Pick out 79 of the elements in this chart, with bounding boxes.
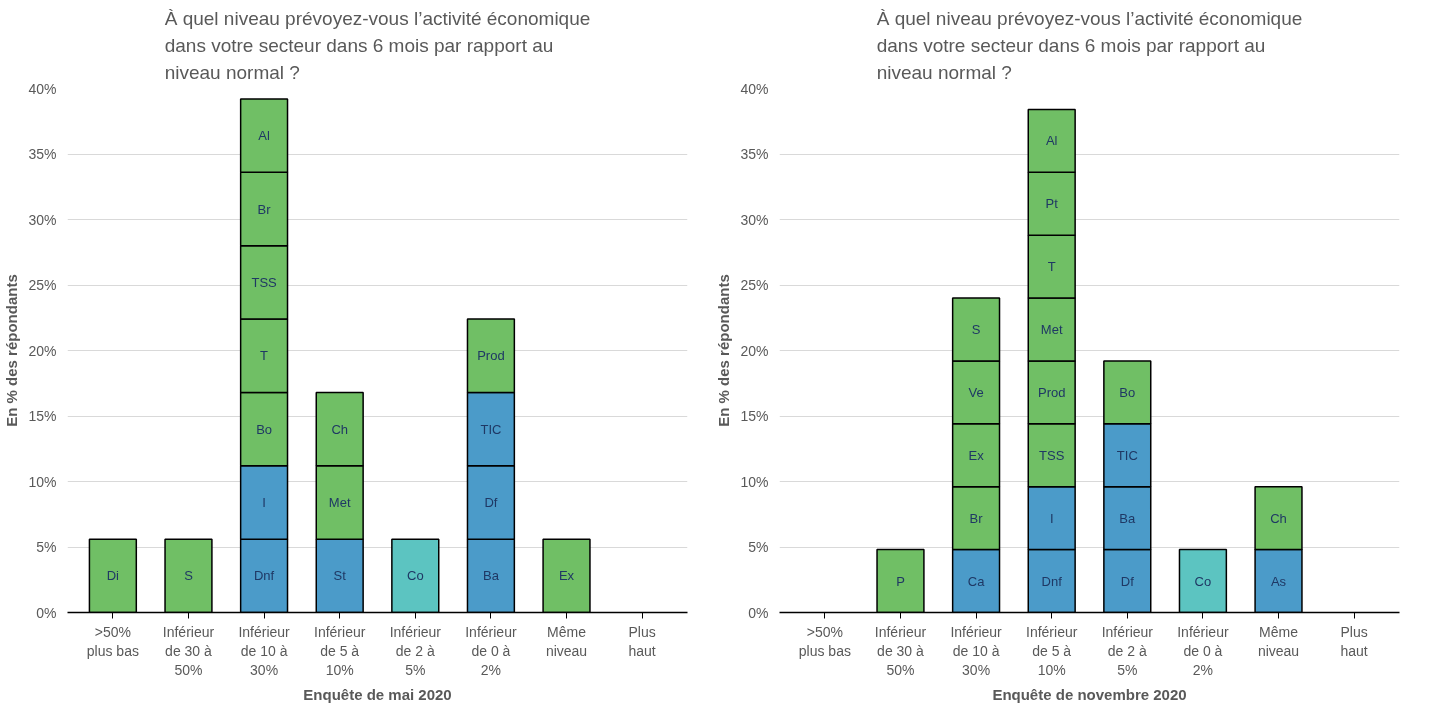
x-tick-label: Inférieur de 0 à 2% bbox=[1177, 623, 1229, 678]
data-label: TIC bbox=[480, 421, 502, 437]
x-tick-label: Inférieur de 2 à 5% bbox=[1101, 623, 1154, 678]
data-label: Ca bbox=[967, 573, 986, 589]
data-label: T bbox=[1047, 259, 1056, 275]
data-label: Co bbox=[1194, 573, 1212, 589]
data-label: TSS bbox=[1039, 447, 1065, 463]
y-axis-title: En % des répondants bbox=[3, 274, 21, 427]
data-label: Bo bbox=[256, 421, 273, 437]
y-tick-label: 10% bbox=[28, 473, 57, 490]
x-tick-label: Inférieur de 5 à 10% bbox=[1026, 623, 1078, 678]
y-tick-label: 10% bbox=[740, 473, 769, 490]
data-label: TIC bbox=[1116, 447, 1138, 463]
x-tick-label: Même niveau bbox=[545, 623, 588, 659]
data-label: Br bbox=[969, 510, 984, 526]
x-tick-label: Même niveau bbox=[1257, 623, 1300, 659]
x-tick-label: >50% plus bas bbox=[86, 623, 139, 659]
data-label: As bbox=[1270, 573, 1287, 589]
x-axis-title: Enquête de novembre 2020 bbox=[992, 685, 1187, 703]
x-tick-label: Inférieur de 2 à 5% bbox=[389, 623, 442, 678]
y-tick-label: 5% bbox=[748, 539, 769, 555]
data-label: Bo bbox=[1119, 384, 1136, 400]
data-label: Dnf bbox=[253, 568, 275, 584]
y-tick-label: 35% bbox=[28, 146, 57, 162]
x-tick-label: >50% plus bas bbox=[798, 623, 851, 659]
x-tick-label: Inférieur de 10 à 30% bbox=[238, 623, 291, 678]
x-tick-label: Plus haut bbox=[628, 623, 656, 659]
y-tick-label: 25% bbox=[740, 277, 769, 293]
data-label: Al bbox=[258, 128, 270, 144]
y-tick-label: 20% bbox=[28, 342, 57, 359]
y-tick-label: 15% bbox=[740, 408, 769, 424]
data-label: I bbox=[1049, 510, 1054, 526]
data-label: Ex bbox=[558, 568, 575, 584]
data-label: Ch bbox=[331, 421, 349, 437]
x-tick-label: Inférieur de 0 à 2% bbox=[465, 623, 517, 678]
y-tick-label: 30% bbox=[740, 211, 769, 228]
y-tick-label: 30% bbox=[28, 211, 57, 228]
data-label: Df bbox=[484, 494, 498, 510]
y-tick-label: 15% bbox=[28, 408, 57, 424]
data-label: Df bbox=[1120, 573, 1135, 589]
y-tick-label: 35% bbox=[740, 146, 769, 162]
data-label: Co bbox=[407, 568, 424, 584]
data-label: Al bbox=[1045, 133, 1058, 149]
y-axis-title: En % des répondants bbox=[715, 274, 733, 427]
data-label: Di bbox=[106, 568, 120, 584]
data-label: Dnf bbox=[1041, 573, 1063, 589]
data-label: Ch bbox=[1270, 510, 1287, 526]
y-tick-label: 0% bbox=[36, 604, 57, 621]
x-axis-title: Enquête de mai 2020 bbox=[303, 685, 452, 703]
data-label: Ve bbox=[968, 384, 984, 400]
chart-title: À quel niveau prévoyez-vous l’activité économique dans votre secteur dans 6 mois par rapport au niveau normal ? bbox=[876, 7, 1303, 84]
data-label: Pt bbox=[1045, 196, 1059, 212]
x-tick-label: Inférieur de 5 à 10% bbox=[314, 623, 366, 678]
y-tick-label: 5% bbox=[36, 539, 57, 555]
data-label: Met bbox=[1040, 322, 1063, 338]
x-tick-label: Plus haut bbox=[1340, 623, 1368, 659]
y-tick-label: 40% bbox=[740, 80, 769, 97]
data-label: Met bbox=[328, 494, 351, 510]
data-label: Ex bbox=[968, 447, 985, 463]
y-tick-label: 25% bbox=[28, 277, 57, 293]
data-label: P bbox=[896, 573, 905, 589]
x-tick-label: Inférieur de 30 à 50% bbox=[162, 623, 215, 678]
data-label: Ba bbox=[1119, 510, 1137, 526]
y-tick-label: 40% bbox=[28, 80, 57, 97]
data-label: TSS bbox=[251, 274, 278, 290]
data-label: S bbox=[971, 322, 981, 338]
data-label: Prod bbox=[477, 348, 505, 364]
data-label: S bbox=[184, 568, 194, 584]
data-label: I bbox=[262, 494, 266, 510]
data-label: Prod bbox=[1037, 384, 1066, 400]
x-tick-label: Inférieur de 10 à 30% bbox=[950, 623, 1003, 678]
data-label: T bbox=[260, 348, 269, 364]
y-tick-label: 0% bbox=[748, 604, 769, 621]
chart-title: À quel niveau prévoyez-vous l’activité économique dans votre secteur dans 6 mois par rapport au niveau normal ? bbox=[164, 7, 591, 84]
x-tick-label: Inférieur de 30 à 50% bbox=[874, 623, 927, 678]
y-tick-label: 20% bbox=[740, 342, 769, 359]
data-label: Br bbox=[257, 201, 272, 217]
data-label: Ba bbox=[482, 568, 500, 584]
data-label: St bbox=[333, 568, 347, 584]
